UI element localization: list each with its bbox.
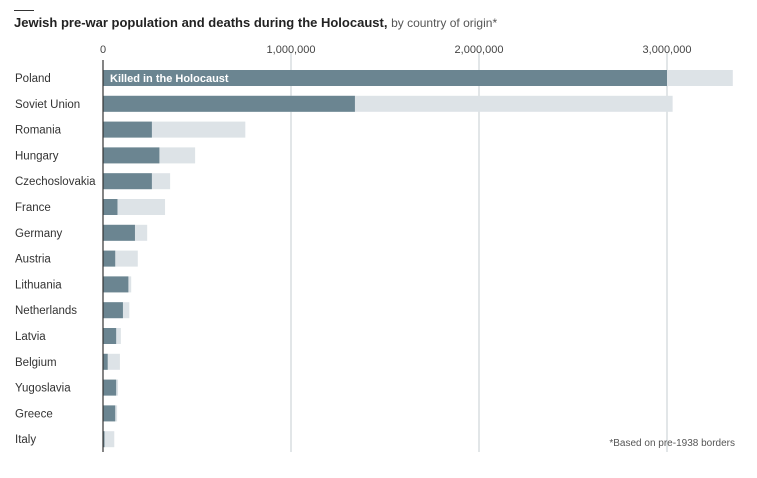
- killed-bar-austria: [103, 250, 116, 267]
- category-label-hungary: Hungary: [15, 150, 59, 162]
- category-label-france: France: [15, 202, 51, 214]
- chart-subtitle: by country of origin*: [391, 16, 498, 30]
- killed-bar-hungary: [103, 147, 160, 164]
- x-tick-label-3: 3,000,000: [643, 44, 692, 56]
- category-label-belgium: Belgium: [15, 357, 57, 369]
- killed-bar-latvia: [103, 328, 117, 344]
- population-bar-italy: [103, 431, 115, 448]
- category-label-romania: Romania: [15, 125, 62, 137]
- killed-bar-lithuania: [103, 276, 129, 293]
- title-rule: [14, 10, 34, 11]
- killed-bar-italy: [103, 431, 105, 448]
- footnote: *Based on pre-1938 borders: [609, 438, 735, 449]
- chart-title-main: Jewish pre-war population and deaths dur…: [14, 15, 388, 30]
- killed-bar-belgium: [103, 353, 108, 370]
- x-tick-label-2: 2,000,000: [455, 44, 504, 56]
- killed-bar-romania: [103, 121, 152, 138]
- category-label-netherlands: Netherlands: [15, 305, 77, 317]
- category-label-greece: Greece: [15, 408, 53, 420]
- chart-title: Jewish pre-war population and deaths dur…: [14, 15, 497, 30]
- killed-bar-germany: [103, 224, 135, 241]
- category-label-germany: Germany: [15, 228, 63, 240]
- x-tick-label-1: 1,000,000: [267, 44, 316, 56]
- killed-bar-netherlands: [103, 302, 123, 319]
- category-label-soviet-union: Soviet Union: [15, 99, 80, 111]
- category-label-latvia: Latvia: [15, 331, 46, 343]
- killed-bar-poland: [103, 70, 667, 86]
- category-label-italy: Italy: [15, 434, 36, 446]
- category-label-poland: Poland: [15, 73, 51, 85]
- population-bar-france: [103, 199, 166, 215]
- category-label-yugoslavia: Yugoslavia: [15, 383, 71, 395]
- killed-bar-soviet-union: [103, 95, 355, 112]
- category-label-czechoslovakia: Czechoslovakia: [15, 176, 96, 188]
- killed-bar-greece: [103, 405, 116, 422]
- killed-bar-czechoslovakia: [103, 173, 152, 190]
- killed-bar-yugoslavia: [103, 379, 117, 396]
- category-label-austria: Austria: [15, 254, 51, 266]
- killed-bar-france: [103, 199, 118, 215]
- category-label-lithuania: Lithuania: [15, 279, 62, 291]
- killed-annotation: Killed in the Holocaust: [110, 73, 229, 85]
- x-tick-label-0: 0: [100, 44, 106, 56]
